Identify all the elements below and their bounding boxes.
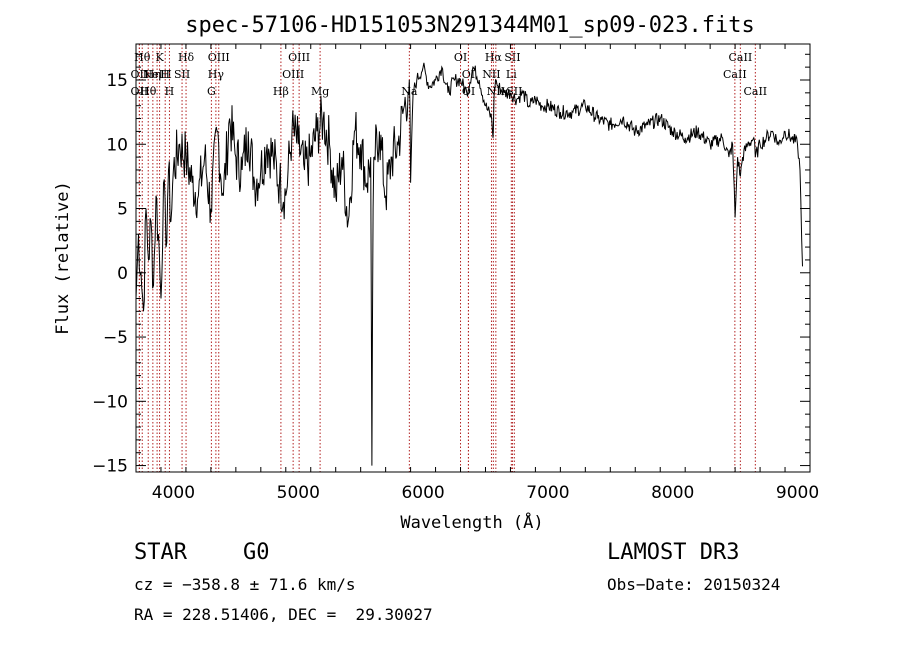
marker-label-17: NII: [482, 68, 500, 81]
redshift-velocity: cz = −358.8 ± 71.6 km/s: [134, 575, 356, 594]
marker-label-14: Hγ: [208, 68, 225, 81]
marker-label-1: K: [155, 51, 164, 64]
y-tick-label: 5: [117, 200, 128, 220]
spectrum-series: [135, 62, 803, 466]
marker-label-21: Hθ: [140, 85, 157, 98]
x-tick-label: 5000: [277, 483, 320, 503]
object-subclass: G0: [243, 540, 270, 565]
coordinates: RA = 228.51406, DEC = 29.30027: [134, 605, 433, 624]
spectrum-chart: spec-57106-HD151053N291344M01_sp09-023.f…: [53, 13, 819, 533]
y-tick-label: 10: [106, 135, 128, 155]
y-tick-label: −15: [92, 457, 128, 477]
spectrum-line: [135, 62, 803, 466]
marker-label-13: SII: [174, 68, 190, 81]
marker-label-7: SII: [504, 51, 520, 64]
marker-label-12: H: [160, 68, 170, 81]
marker-label-25: Mg: [311, 85, 329, 98]
marker-label-2: Hδ: [178, 51, 195, 64]
x-tick-label: 4000: [152, 483, 195, 503]
x-axis-title: Wavelength (Å): [400, 511, 543, 533]
y-axis: −15 −10 −5 0 5 10 15: [92, 53, 810, 477]
plot-frame: [135, 43, 811, 473]
y-tick-label: −5: [103, 328, 128, 348]
marker-label-11: NeIII: [143, 68, 172, 81]
y-tick-label: 15: [106, 71, 128, 91]
marker-label-22: H: [165, 85, 175, 98]
x-tick-label: 8000: [651, 483, 694, 503]
marker-label-23: G: [207, 85, 216, 98]
marker-label-8: CaII: [729, 51, 753, 64]
marker-label-28: NII: [487, 85, 505, 98]
x-tick-label: 9000: [776, 483, 819, 503]
marker-label-15: OIII: [282, 68, 304, 81]
marker-label-19: CaII: [723, 68, 747, 81]
y-tick-label: −10: [92, 392, 128, 412]
marker-label-30: CaII: [743, 85, 767, 98]
marker-label-4: OIII: [288, 51, 310, 64]
x-tick-label: 7000: [526, 483, 569, 503]
marker-label-6: Hα: [485, 51, 503, 64]
x-axis: 4000 5000 6000 7000 8000 9000: [135, 44, 819, 503]
marker-label-10: Hη: [145, 68, 161, 81]
marker-label-20: OII: [131, 85, 149, 98]
marker-label-5: OI: [454, 51, 467, 64]
marker-label-24: Hβ: [273, 85, 289, 98]
y-axis-title: Flux (relative): [53, 181, 73, 335]
object-class: STAR: [134, 540, 187, 565]
marker-label-9: OII: [131, 68, 149, 81]
survey-name: LAMOST DR3: [607, 540, 740, 565]
marker-label-3: OIII: [208, 51, 230, 64]
observation-date: Obs−Date: 20150324: [607, 575, 781, 594]
marker-label-18: Li: [506, 68, 517, 81]
y-tick-label: 0: [117, 264, 128, 284]
chart-title: spec-57106-HD151053N291344M01_sp09-023.f…: [185, 13, 755, 38]
x-tick-label: 6000: [401, 483, 444, 503]
